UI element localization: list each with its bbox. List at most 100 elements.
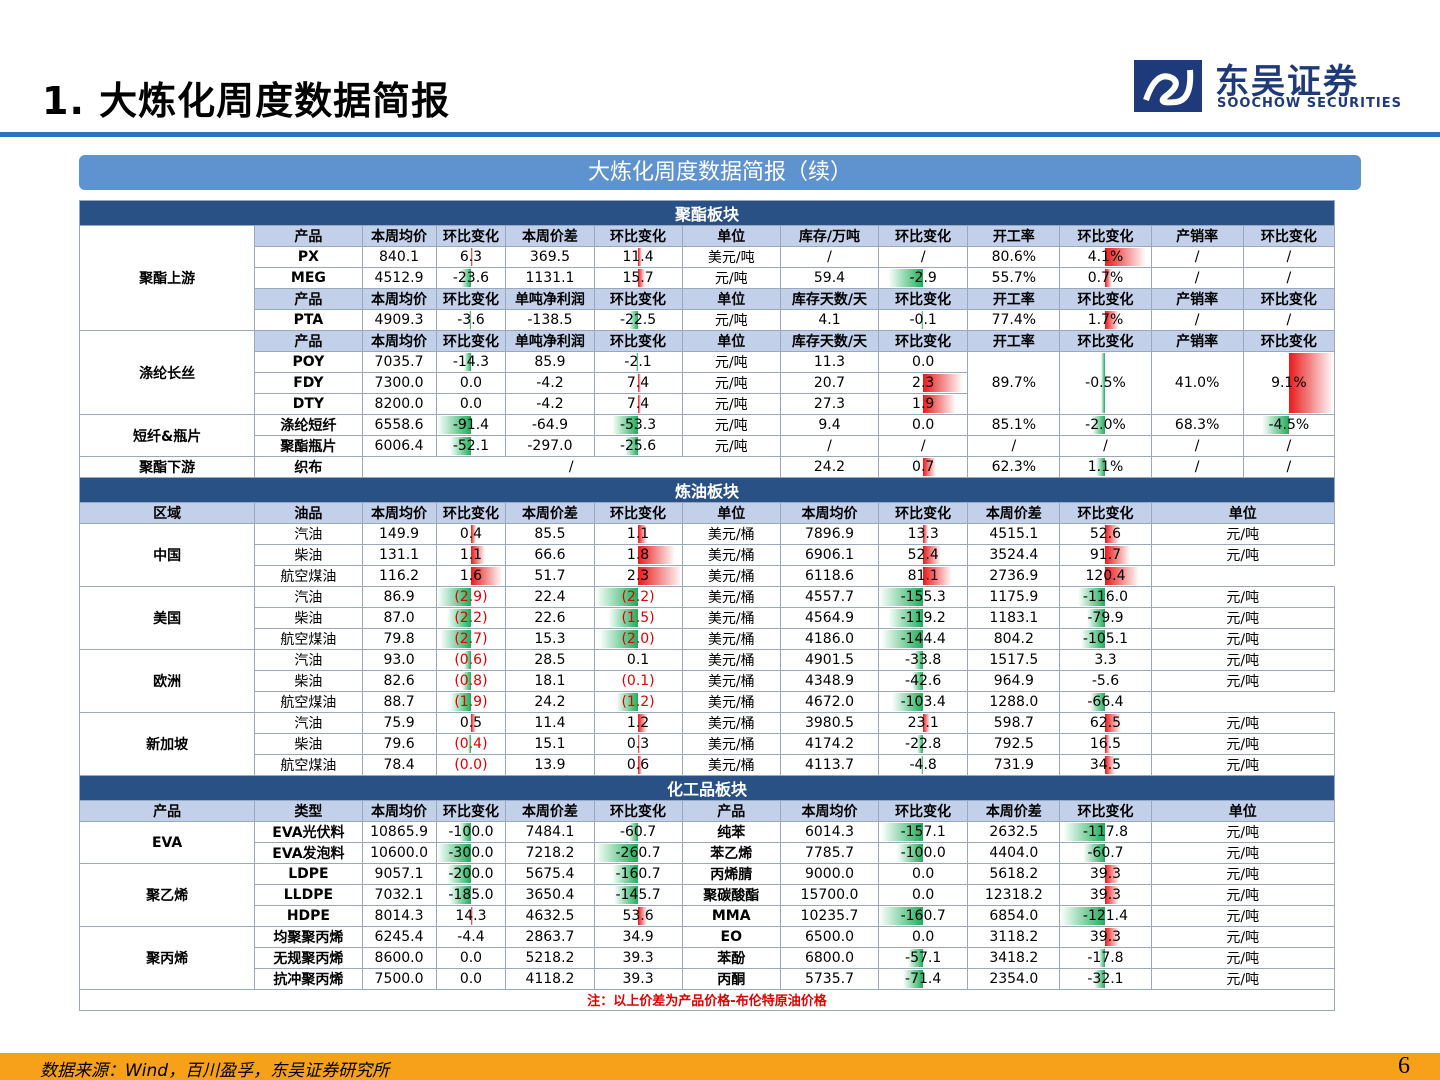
cell-value: / xyxy=(920,249,926,265)
cell-value: -2.0% xyxy=(1085,417,1126,433)
table-cell: 27.3 xyxy=(779,393,880,415)
change-databar xyxy=(1105,756,1115,774)
table-cell: 0.6 xyxy=(593,754,683,776)
column-header: 环比变化 xyxy=(878,800,969,822)
table-cell: 12318.2 xyxy=(967,884,1061,906)
table-cell: -91.4 xyxy=(435,414,507,436)
change-databar xyxy=(437,416,471,434)
table-cell: -71.4 xyxy=(878,968,969,990)
section-header: 炼油板块 xyxy=(79,477,1335,503)
change-databar xyxy=(470,567,502,585)
table-cell: -0.5% xyxy=(1059,351,1152,415)
cell-value: 环比变化 xyxy=(895,334,952,350)
column-header: 环比变化 xyxy=(1242,288,1336,310)
cell-value: 0.0 xyxy=(912,887,935,903)
table-cell: LDPE xyxy=(254,863,363,885)
table-cell: 美元/桶 xyxy=(681,670,781,692)
column-header: 产销率 xyxy=(1150,225,1244,247)
cell-value: 单吨净利润 xyxy=(514,292,585,308)
cell-value: 34.5 xyxy=(1089,757,1122,773)
change-databar xyxy=(1096,458,1106,476)
cell-value: 环比变化 xyxy=(442,229,499,245)
change-databar xyxy=(638,395,642,413)
change-databar xyxy=(1105,311,1119,329)
cell-value: 航空煤油 xyxy=(280,695,337,711)
soochow-logo-icon xyxy=(1134,60,1202,112)
table-cell: 52.6 xyxy=(1059,523,1152,545)
change-databar xyxy=(1261,416,1289,434)
table-cell: 0.7 xyxy=(878,456,969,478)
cell-value: 环比变化 xyxy=(895,804,952,820)
table-cell: 织布 xyxy=(254,456,363,478)
table-cell: 抗冲聚丙烯 xyxy=(254,968,363,990)
change-databar xyxy=(1094,970,1106,988)
cell-value: 88.7 xyxy=(383,694,415,710)
cell-value: 本周均价 xyxy=(801,506,858,522)
column-header: 本周均价 xyxy=(361,800,437,822)
cell-value: 51.7 xyxy=(534,568,566,584)
table-cell: DTY xyxy=(254,393,363,415)
table-cell: -300.0 xyxy=(435,842,507,864)
table-cell: 10600.0 xyxy=(361,842,437,864)
table-cell: EVA光伏料 xyxy=(254,821,363,843)
column-header: 环比变化 xyxy=(878,225,969,247)
cell-value: 环比变化 xyxy=(610,506,667,522)
change-databar xyxy=(907,949,924,967)
column-header: 区域 xyxy=(78,502,256,524)
table-row: POY 7035.7 -14.3 85.9 -2.1 元/吨 11.3 0.0 89.7% -0.… xyxy=(80,351,1336,415)
cell-value: 15700.0 xyxy=(800,887,859,903)
cell-value: 汽油 xyxy=(294,590,323,606)
table-cell: -103.4 xyxy=(878,691,969,713)
table-cell: (2.7) xyxy=(435,628,507,650)
table-cell: / xyxy=(361,456,781,478)
cell-value: 53.6 xyxy=(622,908,654,924)
cell-value: 9057.1 xyxy=(374,866,424,882)
table-cell: 39.3 xyxy=(1059,863,1152,885)
cell-value: 0.3 xyxy=(626,736,650,752)
table-cell: 9000.0 xyxy=(779,863,880,885)
cell-value: 6558.6 xyxy=(374,417,424,433)
cell-value: 开工率 xyxy=(992,334,1035,350)
cell-value: 类型 xyxy=(294,804,323,820)
table-cell: / xyxy=(1242,435,1336,457)
table-cell: 66.6 xyxy=(505,544,595,566)
cell-value: 涤纶长丝 xyxy=(139,365,196,382)
cell-value: 15.1 xyxy=(534,736,566,752)
cell-value: 元/吨 xyxy=(1226,590,1260,606)
table-cell: (0.0) xyxy=(435,754,507,776)
column-header: 开工率 xyxy=(967,330,1061,352)
table-cell: 7035.7 xyxy=(361,351,437,373)
cell-value: 库存天数/天 xyxy=(791,334,868,350)
change-databar xyxy=(1098,949,1106,967)
table-cell: LLDPE xyxy=(254,884,363,906)
cell-value: 欧洲 xyxy=(153,674,182,690)
table-cell: 82.6 xyxy=(361,670,437,692)
table-row: LLDPE 7032.1 -185.0 3650.4 -145.7 聚碳酸酯 15700.0… xyxy=(80,884,1336,906)
column-header: 单位 xyxy=(681,502,781,524)
change-databar xyxy=(1288,353,1334,413)
cell-value: 1.7% xyxy=(1087,312,1124,328)
cell-value: -0.5% xyxy=(1085,375,1126,391)
table-cell: EVA发泡料 xyxy=(254,842,363,864)
cell-value: (0.4) xyxy=(454,736,488,752)
cell-value: -71.4 xyxy=(905,971,942,987)
cell-value: 8200.0 xyxy=(374,396,424,412)
change-databar xyxy=(923,395,957,413)
column-header: 环比变化 xyxy=(435,225,507,247)
cell-value: / xyxy=(1286,270,1292,286)
table-cell: -119.2 xyxy=(878,607,969,629)
cell-value: 89.7% xyxy=(991,375,1037,391)
cell-value: 0.0 xyxy=(459,971,483,987)
table-row: 区域 油品 本周均价 环比变化 本周价差 环比变化 单位 本周均价 环比变化 本周价差 环比变化 单位 xyxy=(78,502,1336,524)
cell-value: -157.1 xyxy=(900,824,946,840)
cell-value: (1.9) xyxy=(454,694,488,710)
table-cell: 4901.5 xyxy=(779,649,880,671)
cell-value: 美元/桶 xyxy=(707,590,755,606)
cell-value: 纯苯 xyxy=(717,825,746,841)
table-cell: 汽油 xyxy=(254,712,363,734)
change-databar xyxy=(1060,907,1106,925)
cell-value: 产品 xyxy=(717,804,746,820)
cell-value: 本周均价 xyxy=(801,804,858,820)
table-cell: 4174.2 xyxy=(779,733,880,755)
table-row: MEG 4512.9 -23.6 1131.1 15.7 元/吨 59.4 -2.9 55.7%… xyxy=(80,267,1336,289)
